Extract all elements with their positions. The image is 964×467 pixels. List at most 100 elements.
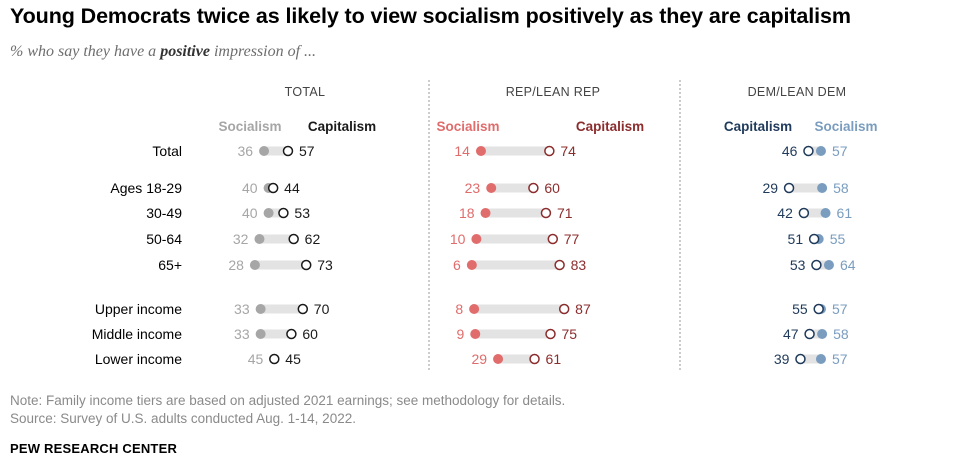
socialism-value-label: 55 [830, 231, 846, 247]
socialism-value-label: 64 [840, 257, 856, 273]
socialism-dot [486, 183, 497, 193]
socialism-value-label: 58 [833, 326, 849, 342]
range-bar [475, 329, 551, 339]
capitalism-value-label: 70 [314, 301, 330, 317]
range-bar [789, 183, 823, 193]
capitalism-value-label: 71 [557, 205, 573, 221]
legend-label-left: Socialism [436, 119, 499, 134]
subtitle-prefix: % who say they have a [10, 43, 161, 60]
capitalism-dot [813, 303, 824, 315]
capitalism-value-label: 53 [790, 257, 806, 273]
capitalism-dot [545, 328, 556, 340]
range-bar [471, 260, 560, 270]
category-label: Middle income [92, 326, 182, 342]
footnote: Note: Family income tiers are based on a… [10, 393, 566, 408]
socialism-dot [820, 208, 831, 218]
legend-label-left: Socialism [218, 119, 281, 134]
range-bar [264, 146, 288, 156]
capitalism-dot [795, 353, 806, 365]
capitalism-dot [300, 259, 312, 271]
chart-subtitle: % who say they have a positive impressio… [10, 43, 316, 61]
capitalism-dot [554, 259, 565, 271]
capitalism-value-label: 29 [762, 180, 778, 196]
capitalism-dot [269, 353, 280, 365]
range-bar [485, 208, 546, 218]
capitalism-dot [544, 145, 555, 157]
panel-title: REP/LEAN REP [506, 85, 601, 99]
socialism-value-label: 28 [228, 257, 244, 273]
socialism-dot [259, 146, 270, 156]
panel-title: DEM/LEAN DEM [748, 85, 847, 99]
socialism-value-label: 8 [455, 301, 463, 317]
capitalism-value-label: 77 [564, 231, 580, 247]
socialism-value-label: 40 [242, 205, 258, 221]
socialism-dot [263, 208, 274, 218]
range-bar [260, 304, 303, 314]
capitalism-dot [288, 233, 299, 245]
subtitle-suffix: impression of ... [209, 43, 317, 60]
socialism-dot [823, 260, 834, 270]
range-bar [474, 304, 565, 314]
capitalism-dot [558, 303, 570, 315]
range-bar [491, 183, 534, 193]
capitalism-value-label: 87 [575, 301, 591, 317]
category-label: 50-64 [146, 231, 182, 247]
socialism-dot [249, 260, 260, 270]
socialism-dot [817, 183, 828, 193]
capitalism-dot [540, 207, 552, 219]
capitalism-value-label: 62 [305, 231, 321, 247]
category-label: Ages 18-29 [110, 180, 182, 196]
socialism-dot [480, 208, 491, 218]
chart-title: Young Democrats twice as likely to view … [10, 4, 851, 28]
capitalism-value-label: 39 [774, 351, 790, 367]
socialism-value-label: 45 [248, 351, 264, 367]
socialism-value-label: 61 [837, 205, 853, 221]
capitalism-dot [547, 233, 559, 245]
capitalism-value-label: 42 [777, 205, 793, 221]
legend-label-left: Capitalism [724, 119, 792, 134]
range-bar [809, 329, 823, 339]
socialism-value-label: 32 [233, 231, 249, 247]
legend-label-right: Capitalism [308, 119, 376, 134]
capitalism-value-label: 73 [317, 257, 333, 273]
capitalism-dot [267, 182, 279, 194]
socialism-value-label: 29 [471, 351, 487, 367]
capitalism-value-label: 74 [560, 143, 576, 159]
range-bar [800, 354, 821, 364]
capitalism-dot [808, 233, 820, 245]
capitalism-value-label: 60 [302, 326, 318, 342]
socialism-value-label: 36 [237, 143, 253, 159]
socialism-dot [470, 329, 481, 339]
capitalism-dot [528, 182, 539, 194]
capitalism-dot [297, 303, 309, 315]
range-bar [260, 329, 292, 339]
capitalism-value-label: 83 [571, 257, 587, 273]
capitalism-value-label: 44 [284, 180, 300, 196]
capitalism-value-label: 75 [562, 326, 578, 342]
socialism-dot [475, 146, 486, 156]
category-label: Lower income [95, 351, 182, 367]
socialism-value-label: 14 [454, 143, 470, 159]
capitalism-dot [811, 259, 822, 271]
capitalism-dot [804, 328, 815, 340]
panel-title: TOTAL [285, 85, 326, 99]
socialism-value-label: 57 [832, 351, 848, 367]
capitalism-value-label: 55 [792, 301, 808, 317]
socialism-value-label: 33 [234, 326, 250, 342]
capitalism-value-label: 60 [544, 180, 560, 196]
socialism-dot [469, 304, 480, 314]
category-label: Upper income [95, 301, 182, 317]
socialism-value-label: 57 [832, 143, 848, 159]
range-bar [803, 208, 826, 218]
range-bar [816, 260, 829, 270]
capitalism-value-label: 51 [788, 231, 804, 247]
capitalism-dot [798, 207, 810, 219]
capitalism-dot [803, 145, 814, 157]
socialism-value-label: 58 [833, 180, 849, 196]
socialism-value-label: 23 [465, 180, 481, 196]
socialism-dot [255, 329, 266, 339]
brand-logo-text: PEW RESEARCH CENTER [10, 441, 178, 456]
socialism-value-label: 57 [832, 301, 848, 317]
range-bar [254, 260, 307, 270]
socialism-value-label: 9 [456, 326, 464, 342]
